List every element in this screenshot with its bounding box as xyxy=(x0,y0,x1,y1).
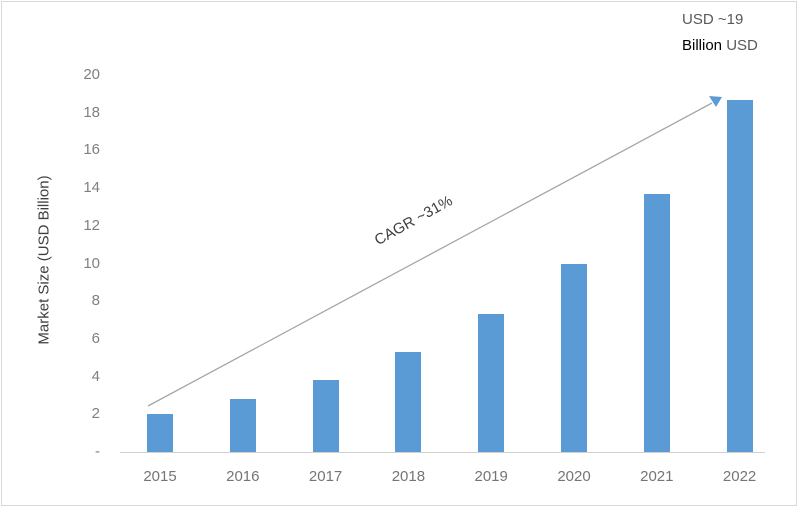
x-tick-label: 2015 xyxy=(143,468,177,485)
bar-2015 xyxy=(147,414,173,452)
x-axis-line xyxy=(120,452,765,453)
bar-2021 xyxy=(643,193,670,452)
y-tick-label: 10 xyxy=(83,254,100,272)
end-value-annotation-line1: USD ~19 xyxy=(682,11,744,28)
x-tick-label: 2017 xyxy=(308,468,343,485)
x-tick-label: 2016 xyxy=(226,468,260,485)
bar-2019 xyxy=(478,314,505,452)
y-tick-label: 14 xyxy=(83,179,100,197)
y-tick-label: 6 xyxy=(91,329,100,347)
y-tick-label: 18 xyxy=(83,103,100,121)
y-tick-label: 8 xyxy=(91,292,100,310)
x-tick-label: 2021 xyxy=(640,468,674,485)
y-tick-label: 4 xyxy=(91,367,100,385)
arrow-head-icon xyxy=(709,96,722,107)
y-tick-label: 12 xyxy=(83,216,100,234)
bar-2017 xyxy=(312,380,339,452)
y-tick-label: - xyxy=(95,443,100,460)
x-tick-label: 2022 xyxy=(722,468,757,485)
x-tick-label: 2019 xyxy=(474,468,508,485)
y-tick-label: 2 xyxy=(91,405,100,423)
end-value-billion: Billion xyxy=(682,37,723,54)
x-tick-label: 2018 xyxy=(391,468,426,485)
y-tick-label: 20 xyxy=(83,66,100,83)
x-tick-label: 2020 xyxy=(557,468,591,485)
bar-2016 xyxy=(229,399,256,452)
end-value-annotation-line2: Billion USD xyxy=(682,37,758,54)
bar-2022 xyxy=(726,99,753,452)
bar-2020 xyxy=(561,263,587,452)
end-value-usd: USD xyxy=(722,37,758,54)
bar-2018 xyxy=(395,352,422,452)
y-tick-label: 16 xyxy=(83,141,100,159)
